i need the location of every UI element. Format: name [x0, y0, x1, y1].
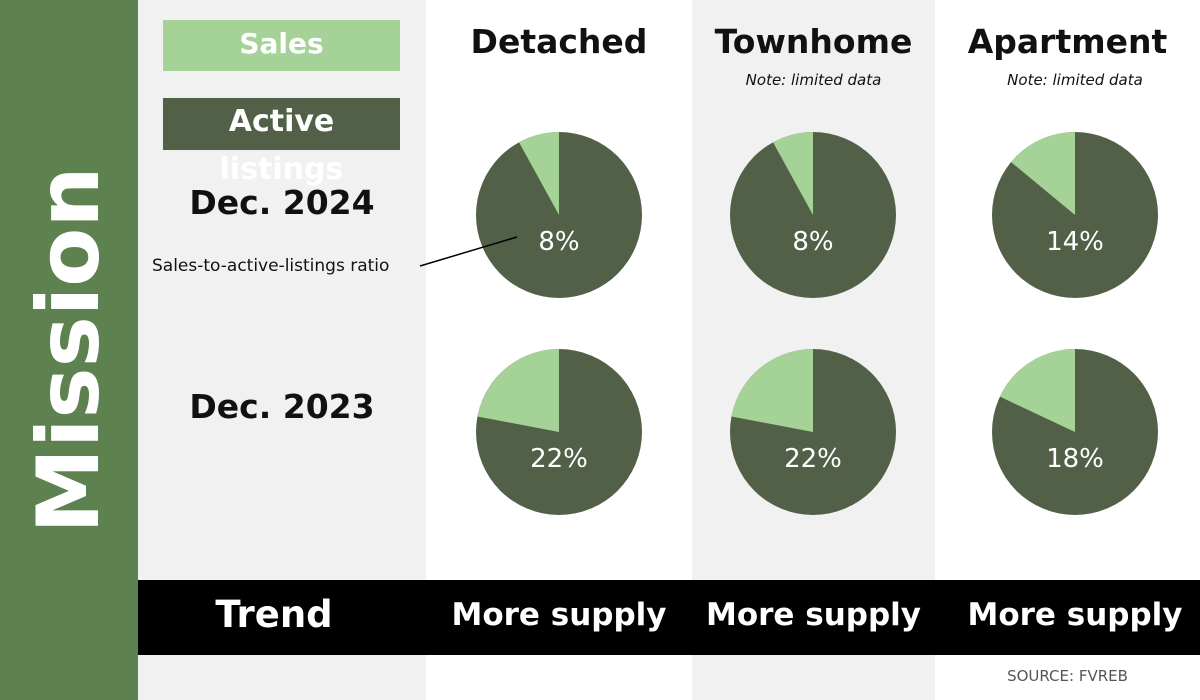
pie-detached-dec-2023-sales-slice [477, 349, 559, 432]
trend-apartment: More supply [967, 597, 1183, 633]
trend-label: Trend [215, 593, 333, 636]
legend-active-listings: Active listings [163, 98, 400, 187]
column-title-detached: Detached [470, 22, 648, 61]
row-label-dec-2023: Dec. 2023 [189, 387, 375, 426]
pie-apartment-dec-2023-sales-slice [999, 349, 1075, 432]
pie-detached-dec-2023-label: 22% [530, 444, 588, 474]
pie-apartment-dec-2023-label: 18% [1046, 444, 1104, 474]
pie-apartment-dec-2024-label: 14% [1046, 227, 1104, 257]
trend-bar [138, 580, 1200, 655]
column-note-townhome: Note: limited data [745, 71, 882, 89]
row-label-dec-2024: Dec. 2024 [189, 183, 375, 222]
pie-townhome-dec-2023-label: 22% [784, 444, 842, 474]
column-note-apartment: Note: limited data [1007, 71, 1143, 89]
sidebar-panel [0, 0, 138, 700]
pie-apartment-dec-2024-sales-slice [1011, 132, 1075, 215]
pie-detached-dec-2024-label: 8% [538, 227, 579, 257]
column-title-apartment: Apartment [967, 22, 1168, 61]
callout-label: Sales-to-active-listings ratio [152, 256, 390, 276]
column-title-townhome: Townhome [714, 22, 913, 61]
pie-townhome-dec-2024-label: 8% [792, 227, 833, 257]
source-note: SOURCE: FVREB [1007, 667, 1128, 685]
legend-sales: Sales [163, 20, 400, 71]
pie-townhome-dec-2024-sales-slice [773, 132, 813, 215]
pie-detached-dec-2024-sales-slice [519, 132, 559, 215]
pie-townhome-dec-2023-sales-slice [731, 349, 813, 432]
trend-detached: More supply [451, 597, 667, 633]
trend-townhome: More supply [706, 597, 921, 633]
